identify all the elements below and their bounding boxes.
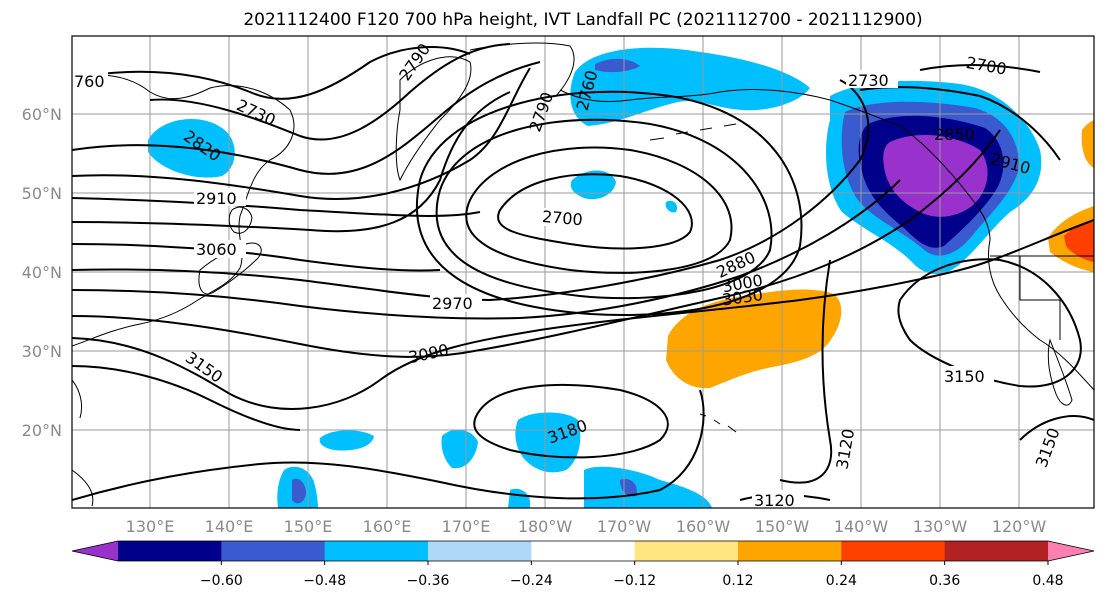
colorbar-tick-label: −0.12 (613, 573, 656, 589)
height-contours (72, 43, 1094, 501)
colorbar-tick-label: 0.12 (722, 573, 753, 589)
colorbar-swatch (944, 541, 1049, 561)
contour-label: 760 (74, 72, 105, 91)
contour-label: 3060 (196, 240, 237, 259)
map-title: 2021112400 F120 700 hPa height, IVT Land… (243, 10, 922, 30)
colorbar-tick-label: −0.36 (407, 573, 450, 589)
colorbar-swatch (428, 541, 532, 561)
lon-label: 170°W (597, 517, 652, 536)
longitude-labels: 130°E 140°E 150°E 160°E 170°E 180°W 170°… (126, 517, 1047, 536)
lat-label: 60°N (22, 105, 62, 124)
contour-label: 3150 (944, 367, 985, 386)
lat-label: 30°N (22, 342, 62, 361)
lon-label: 150°E (284, 517, 333, 536)
colorbar-outline (71, 540, 1095, 562)
lon-label: 140°E (205, 517, 254, 536)
map-frame (71, 35, 1095, 509)
contour-label: 3120 (754, 491, 795, 510)
lat-label: 20°N (22, 421, 62, 440)
colorbar-tick-label: 0.36 (929, 573, 960, 589)
colorbar: −0.60 −0.48 −0.36 −0.24 −0.12 0.12 0.24 0.36 0.4… (71, 540, 1095, 589)
colorbar-swatch (738, 541, 842, 561)
contour-label: 2850 (934, 125, 975, 144)
lon-label: 130°E (126, 517, 175, 536)
colorbar-tick-label: 0.48 (1032, 573, 1063, 589)
lon-label: 130°W (913, 517, 968, 536)
colorbar-tick-label: −0.60 (200, 573, 243, 589)
lon-label: 160°W (676, 517, 731, 536)
colorbar-tick-label: 0.24 (826, 573, 857, 589)
latitude-labels: 60°N 50°N 40°N 30°N 20°N (22, 105, 62, 440)
contour-label: 2730 (848, 71, 889, 90)
colorbar-swatch (634, 541, 739, 561)
lon-label: 170°E (442, 517, 491, 536)
lon-label: 160°E (363, 517, 412, 536)
colorbar-swatch (324, 541, 429, 561)
lon-label: 150°W (755, 517, 810, 536)
colorbar-extend-high (1048, 541, 1094, 561)
colorbar-swatch (221, 541, 326, 561)
lon-label: 140°W (834, 517, 889, 536)
colorbar-swatch (841, 541, 946, 561)
colorbar-tick-label: −0.48 (303, 573, 346, 589)
colorbar-swatch (118, 541, 222, 561)
lat-label: 50°N (22, 184, 62, 203)
colorbar-extend-low (72, 541, 118, 561)
lat-label: 40°N (22, 263, 62, 282)
colorbar-swatch (531, 541, 636, 561)
lon-label: 180°W (518, 517, 573, 536)
contour-label: 2970 (432, 294, 473, 313)
lon-label: 120°W (992, 517, 1047, 536)
coastlines (72, 42, 1094, 507)
colorbar-tick-label: −0.24 (510, 573, 553, 589)
contour-label: 2910 (196, 189, 237, 208)
contour-label: 2700 (541, 207, 583, 229)
